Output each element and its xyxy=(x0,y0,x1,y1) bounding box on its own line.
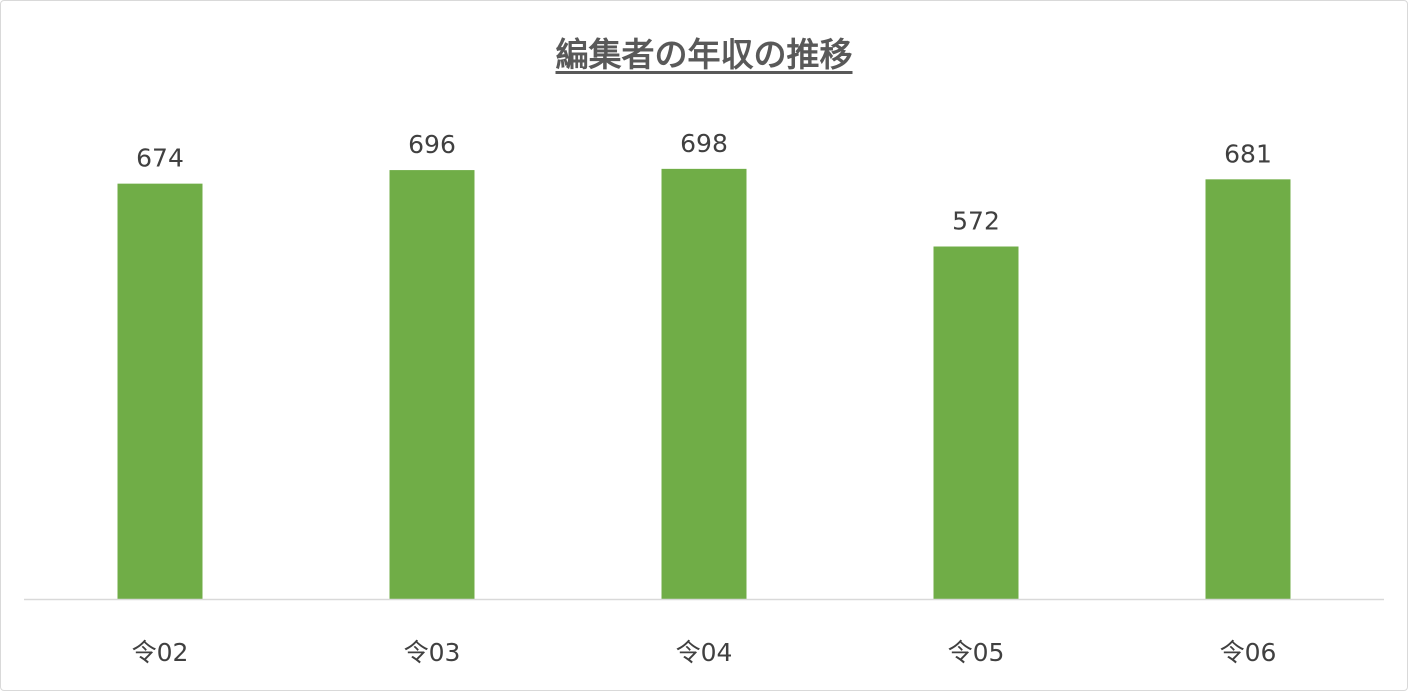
x-tick-label: 令06 xyxy=(1220,638,1277,667)
data-label: 681 xyxy=(1224,139,1272,168)
x-tick-label: 令03 xyxy=(404,638,461,667)
bar xyxy=(1205,179,1291,600)
x-tick-label: 令02 xyxy=(132,638,189,667)
bar xyxy=(117,183,203,599)
x-tick-label: 令04 xyxy=(676,638,733,667)
data-label: 572 xyxy=(952,207,1000,236)
chart-title-text: 編集者の年収の推移 xyxy=(555,35,853,74)
data-label: 674 xyxy=(136,144,184,173)
x-tick-label: 令05 xyxy=(948,638,1005,667)
data-label: 698 xyxy=(680,129,728,158)
bar xyxy=(933,246,1019,599)
bar xyxy=(661,168,747,600)
bar xyxy=(389,170,475,599)
data-label: 696 xyxy=(408,130,456,159)
chart-title: 編集者の年収の推移 xyxy=(0,28,1408,76)
